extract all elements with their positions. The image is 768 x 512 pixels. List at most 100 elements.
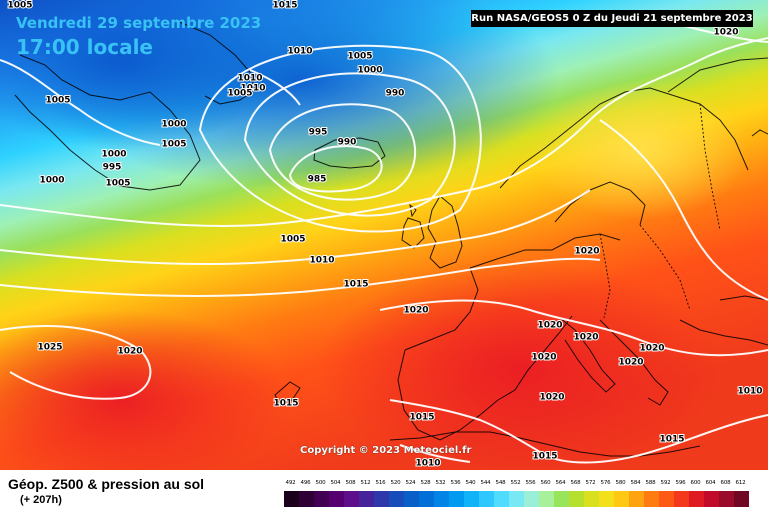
isobar-label: 1010	[415, 459, 440, 469]
scale-swatch	[434, 491, 449, 507]
isobar-label: 1010	[309, 256, 334, 266]
isobar-label: 995	[309, 128, 328, 138]
scale-swatch	[419, 491, 434, 507]
model-run-banner: Run NASA/GEOS5 0 Z du Jeudi 21 septembre…	[471, 10, 753, 27]
scale-swatch	[734, 491, 749, 507]
scale-swatch	[449, 491, 464, 507]
scale-swatch	[464, 491, 479, 507]
isobar-label: 1020	[537, 321, 562, 331]
scale-tick-label: 524	[405, 480, 416, 486]
scale-tick-label: 608	[720, 480, 731, 486]
isobar-label: 990	[386, 89, 405, 99]
isobar-label: 1000	[101, 150, 126, 160]
scale-tick-label: 604	[705, 480, 716, 486]
scale-swatch	[494, 491, 509, 507]
isobar-label: 1005	[105, 179, 130, 189]
isobar-label: 1020	[573, 333, 598, 343]
scale-swatch	[599, 491, 614, 507]
scale-swatch	[614, 491, 629, 507]
isobar-label: 1020	[618, 358, 643, 368]
scale-tick-label: 532	[435, 480, 446, 486]
scale-tick-label: 564	[555, 480, 566, 486]
scale-swatch	[314, 491, 329, 507]
scale-tick-label: 584	[630, 480, 641, 486]
scale-tick-label: 508	[345, 480, 356, 486]
scale-swatch	[569, 491, 584, 507]
scale-tick-label: 592	[660, 480, 671, 486]
isobar-label: 1005	[227, 89, 252, 99]
scale-tick-label: 504	[330, 480, 341, 486]
scale-swatch	[659, 491, 674, 507]
scale-tick-label: 568	[570, 480, 581, 486]
isobar-label: 1015	[659, 435, 684, 445]
isobar-label: 1010	[737, 387, 762, 397]
isobar-label: 1010	[237, 74, 262, 84]
scale-tick-label: 528	[420, 480, 431, 486]
isobar-label: 1015	[409, 413, 434, 423]
scale-tick-label: 552	[510, 480, 521, 486]
scale-tick-label: 540	[465, 480, 476, 486]
scale-tick-label: 496	[300, 480, 311, 486]
isobar-label: 1020	[713, 28, 738, 38]
scale-tick-label: 548	[495, 480, 506, 486]
forecast-date: Vendredi 29 septembre 2023	[16, 14, 262, 32]
isobar-label: 1005	[161, 140, 186, 150]
isobar-label: 1000	[357, 66, 382, 76]
isobar-label: 1005	[347, 52, 372, 62]
scale-swatch	[629, 491, 644, 507]
scale-swatch	[404, 491, 419, 507]
scale-swatch	[389, 491, 404, 507]
scale-tick-label: 556	[525, 480, 536, 486]
forecast-time: 17:00 locale	[16, 35, 153, 59]
color-scale-labels: 492 496 500 504 508 512 516 520 524 528 532 536 540 5…	[284, 480, 752, 490]
scale-swatch	[689, 491, 704, 507]
scale-swatch	[299, 491, 314, 507]
scale-tick-label: 572	[585, 480, 596, 486]
color-scale-swatches	[284, 491, 749, 507]
scale-tick-label: 536	[450, 480, 461, 486]
isobar-label: 1015	[272, 1, 297, 11]
isobar-label: 1005	[7, 1, 32, 11]
scale-swatch	[674, 491, 689, 507]
isobar-label: 1000	[39, 176, 64, 186]
scale-tick-label: 560	[540, 480, 551, 486]
scale-tick-label: 600	[690, 480, 701, 486]
scale-tick-label: 520	[390, 480, 401, 486]
scale-swatch	[479, 491, 494, 507]
isobar-label: 985	[308, 175, 327, 185]
scale-tick-label: 576	[600, 480, 611, 486]
isobar-label: 1015	[343, 280, 368, 290]
scale-tick-label: 492	[285, 480, 296, 486]
isobar-label: 1010	[240, 84, 265, 94]
scale-swatch	[359, 491, 374, 507]
scale-tick-label: 512	[360, 480, 371, 486]
legend-footer: Géop. Z500 & pression au sol (+ 207h) 49…	[0, 470, 768, 512]
isobar-label: 1020	[639, 344, 664, 354]
color-scale: 492 496 500 504 508 512 516 520 524 528 532 536 540 5…	[284, 480, 752, 507]
isobar-label: 1020	[531, 353, 556, 363]
copyright-notice: Copyright © 2023 Meteociel.fr	[300, 445, 472, 456]
scale-swatch	[329, 491, 344, 507]
scale-swatch	[539, 491, 554, 507]
isobar-label: 995	[103, 163, 122, 173]
scale-swatch	[719, 491, 734, 507]
scale-swatch	[509, 491, 524, 507]
isobar-label: 1020	[117, 347, 142, 357]
isobar-label: 1005	[280, 235, 305, 245]
scale-swatch	[284, 491, 299, 507]
scale-swatch	[524, 491, 539, 507]
isobar-label: 1020	[403, 306, 428, 316]
isobar-label: 1000	[161, 120, 186, 130]
scale-swatch	[554, 491, 569, 507]
isobar-label: 1005	[45, 96, 70, 106]
scale-swatch	[584, 491, 599, 507]
scale-swatch	[374, 491, 389, 507]
scale-tick-label: 588	[645, 480, 656, 486]
isobar-label: 1015	[532, 452, 557, 462]
scale-tick-label: 596	[675, 480, 686, 486]
legend-title: Géop. Z500 & pression au sol	[8, 476, 205, 492]
isobar-label: 1015	[273, 399, 298, 409]
scale-swatch	[344, 491, 359, 507]
